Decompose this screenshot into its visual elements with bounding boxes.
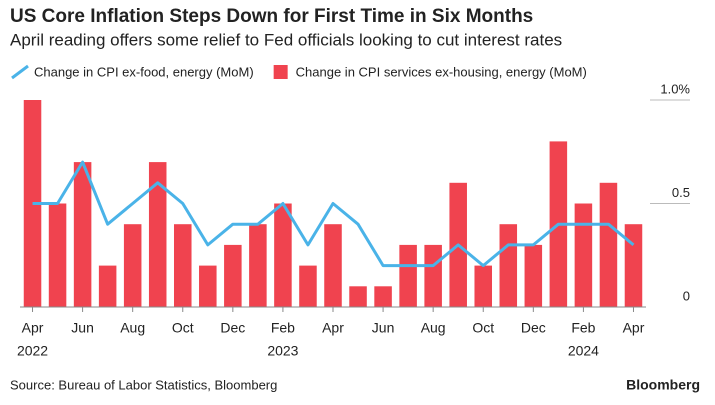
bar xyxy=(299,265,317,307)
bar xyxy=(474,265,493,307)
x-tick-label: Apr xyxy=(22,320,44,336)
chart-title: US Core Inflation Steps Down for First T… xyxy=(10,6,533,27)
bar xyxy=(173,224,192,307)
x-tick-label: Jun xyxy=(372,320,395,336)
legend-label: Change in CPI services ex-housing, energ… xyxy=(296,64,587,79)
y-tick-label: 1.0% xyxy=(660,81,690,96)
bar xyxy=(424,244,442,307)
bar xyxy=(524,244,543,307)
bar xyxy=(274,203,292,307)
bar xyxy=(224,244,242,307)
x-tick-label: Aug xyxy=(421,320,446,336)
x-tick-label: Oct xyxy=(172,320,194,336)
source: Source: Bureau of Labor Statistics, Bloo… xyxy=(10,377,277,392)
bar xyxy=(574,203,593,307)
x-tick-label: Apr xyxy=(322,320,344,336)
y-tick-label: 0 xyxy=(683,288,690,303)
bar xyxy=(374,286,392,307)
x-year-label: 2022 xyxy=(17,343,48,359)
line xyxy=(32,160,635,268)
x-tick-label: Oct xyxy=(472,320,494,336)
bar xyxy=(199,265,217,307)
bar xyxy=(48,203,67,307)
x-tick-label: Apr xyxy=(623,320,645,336)
legend-line xyxy=(11,64,29,80)
x-year-label: 2024 xyxy=(568,343,599,359)
bar xyxy=(148,162,167,307)
bar xyxy=(73,162,92,307)
chart-subtitle: April reading offers some relief to Fed … xyxy=(10,30,562,49)
legend-swatch xyxy=(273,65,288,79)
x-tick-label: Jun xyxy=(71,320,94,336)
bar xyxy=(249,224,267,307)
bar xyxy=(123,224,142,307)
bar xyxy=(349,286,367,307)
bar xyxy=(499,224,518,307)
x-year-label: 2023 xyxy=(267,343,298,359)
x-tick-label: Aug xyxy=(120,320,145,336)
bar xyxy=(98,265,117,307)
x-tick-label: Dec xyxy=(220,320,245,336)
legend-label: Change in CPI ex-food, energy (MoM) xyxy=(34,64,254,79)
bar xyxy=(599,182,618,307)
bar xyxy=(399,244,417,307)
x-tick-label: Dec xyxy=(521,320,546,336)
bar xyxy=(624,224,643,307)
x-tick-label: Feb xyxy=(571,320,595,336)
y-tick-label: 0.5 xyxy=(672,185,690,200)
x-tick-label: Feb xyxy=(271,320,295,336)
bar xyxy=(324,224,342,307)
brand: Bloomberg xyxy=(626,377,700,393)
